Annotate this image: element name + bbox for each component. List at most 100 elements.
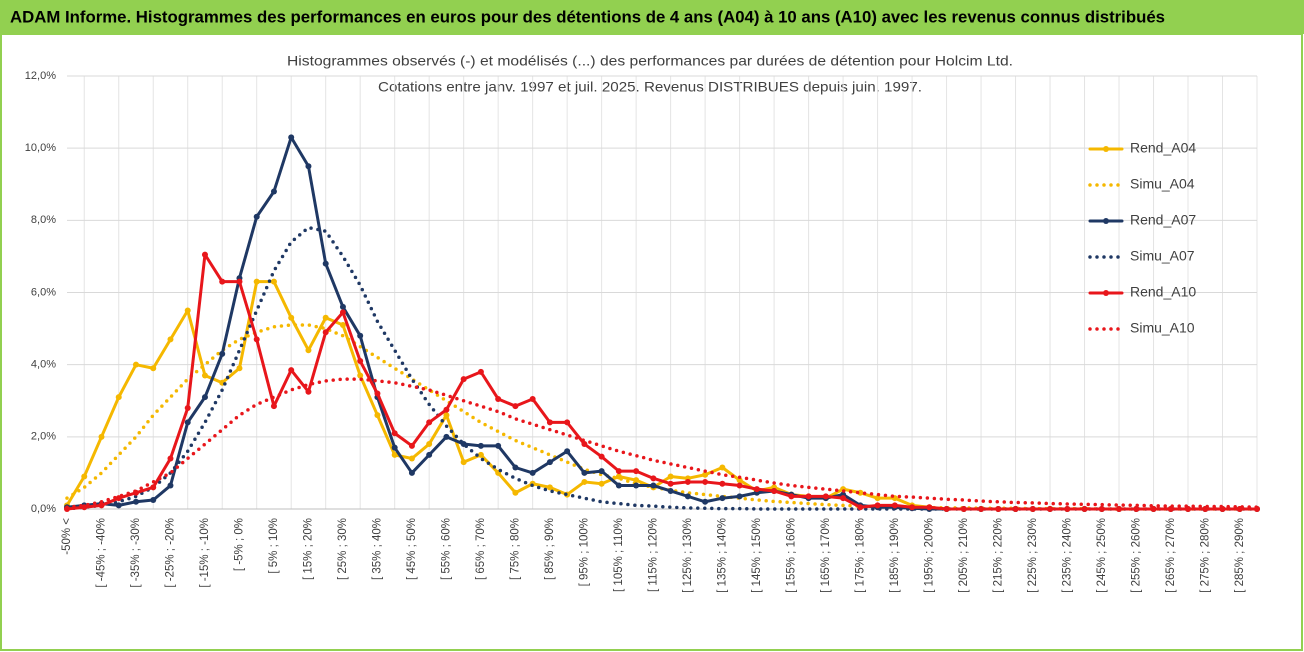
x-tick-label: [ 65% ; 70% (475, 518, 487, 580)
series-marker (667, 480, 674, 487)
series-marker (736, 493, 743, 500)
series-marker (443, 433, 450, 440)
series-marker (253, 278, 260, 285)
series-marker (236, 365, 243, 372)
series-marker (1133, 506, 1140, 512)
series-marker (201, 394, 208, 401)
x-tick-label: [ 125% ; 130% (682, 518, 694, 593)
series-marker (736, 477, 743, 484)
series-marker (805, 493, 812, 500)
series-marker (529, 395, 536, 402)
y-tick-label: 8,0% (31, 214, 56, 226)
x-tick-label: [ 95% ; 100% (578, 518, 590, 586)
series-marker (719, 480, 726, 487)
series-marker (322, 314, 329, 321)
series-marker (581, 478, 588, 485)
series-marker (1150, 506, 1157, 512)
series-marker (1116, 506, 1123, 512)
series-marker (788, 493, 795, 500)
x-tick-label: [ 25% ; 30% (337, 518, 349, 580)
x-tick-label: [ 215% ; 220% (992, 518, 1004, 593)
x-tick-label: -50% < (61, 518, 73, 555)
y-tick-label: 4,0% (31, 359, 56, 371)
x-tick-label: [ 205% ; 210% (958, 518, 970, 593)
series-marker (891, 502, 898, 509)
series-marker (1012, 506, 1019, 512)
x-tick-label: [ -35% ; -30% (130, 518, 142, 588)
x-tick-label: [ 255% ; 260% (1130, 518, 1142, 593)
series-line (65, 377, 1259, 509)
series-marker (615, 468, 622, 475)
series-marker (357, 358, 364, 365)
series-marker (650, 475, 657, 482)
series-marker (305, 347, 312, 354)
series-marker (81, 504, 88, 511)
series-marker (495, 395, 502, 402)
series-marker (150, 484, 157, 491)
series-marker (219, 278, 226, 285)
series-marker (719, 495, 726, 502)
series-marker (512, 403, 519, 410)
series-marker (753, 486, 760, 493)
x-tick-label: [ 115% ; 120% (647, 518, 659, 592)
series-marker (1081, 506, 1088, 512)
y-tick-label: 0,0% (31, 503, 56, 515)
series-marker (598, 453, 605, 460)
series-marker (236, 278, 243, 285)
series-marker (426, 419, 433, 426)
series-marker (132, 498, 139, 505)
legend-label: Simu_A10 (1130, 320, 1195, 336)
series-marker (81, 473, 88, 480)
series-marker (167, 482, 174, 489)
series-marker (408, 442, 415, 449)
header-bar (0, 0, 1304, 34)
series-marker (684, 493, 691, 500)
series-marker (184, 404, 191, 411)
series-marker (495, 442, 502, 449)
series-marker (167, 336, 174, 343)
x-tick-label: [ -25% ; -20% (165, 518, 177, 588)
x-tick-label: [ 5% ; 10% (268, 518, 280, 574)
series-marker (288, 367, 295, 374)
series-marker (339, 303, 346, 310)
series-marker (702, 498, 709, 505)
x-tick-label: [ -15% ; -10% (199, 518, 211, 588)
series-marker (1064, 506, 1071, 512)
series-marker (132, 361, 139, 368)
series-marker (719, 464, 726, 471)
series-marker (874, 495, 881, 502)
x-tick-label: [ 265% ; 270% (1165, 518, 1177, 593)
series-marker (201, 251, 208, 258)
y-tick-label: 6,0% (31, 286, 56, 298)
x-tick-label: [ 15% ; 20% (302, 518, 314, 580)
x-tick-label: [ 195% ; 200% (923, 518, 935, 593)
series-marker (650, 482, 657, 489)
series-marker (736, 482, 743, 489)
series-marker (98, 502, 105, 509)
series-marker (184, 307, 191, 314)
legend-label: Rend_A07 (1130, 212, 1196, 228)
x-tick-label: [ -45% ; -40% (96, 518, 108, 588)
series-line (65, 225, 1259, 511)
series-marker (960, 506, 967, 512)
series-marker (270, 188, 277, 195)
series-marker (115, 394, 122, 401)
series-marker (150, 496, 157, 503)
legend-marker (1103, 290, 1109, 296)
series-marker (270, 403, 277, 410)
series-marker (322, 329, 329, 336)
series-marker (477, 451, 484, 458)
series-marker (391, 430, 398, 437)
series-marker (909, 504, 916, 511)
series-marker (115, 502, 122, 509)
series-marker (615, 482, 622, 489)
x-tick-label: [ 105% ; 110% (613, 518, 625, 592)
series-marker (305, 163, 312, 170)
page-title: ADAM Informe. Histogrammes des performan… (10, 7, 1165, 26)
x-tick-label: [ 235% ; 240% (1061, 518, 1073, 593)
series-marker (408, 469, 415, 476)
x-tick-label: [ 165% ; 170% (820, 518, 832, 593)
series-marker (702, 471, 709, 478)
series-marker (253, 213, 260, 220)
